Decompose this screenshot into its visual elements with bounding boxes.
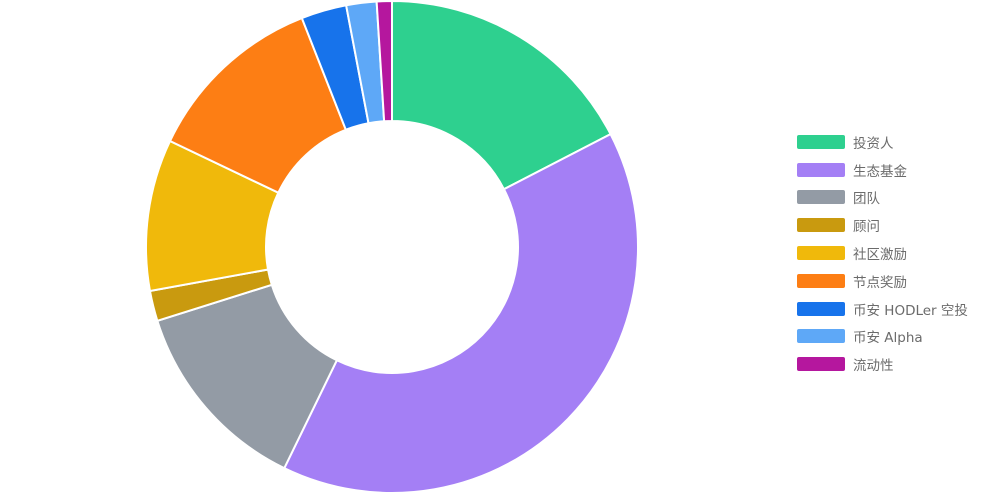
legend-label: 节点奖励	[853, 274, 907, 291]
legend-label: 币安 HODLer 空投	[853, 302, 968, 319]
legend-item-8[interactable]: 币安 Alpha	[797, 323, 987, 351]
legend-swatch	[797, 357, 845, 372]
slice-3[interactable]	[156, 283, 339, 470]
legend: 投资人生态基金团队顾问社区激励节点奖励币安 HODLer 空投 币安 Alpha 流…	[797, 128, 987, 378]
donut-slices	[145, 0, 639, 494]
legend-label: 顾问	[853, 219, 880, 236]
legend-swatch	[797, 301, 845, 316]
legend-item-7[interactable]: 币安 HODLer 空投	[797, 295, 987, 323]
legend-swatch	[797, 190, 845, 205]
legend-label: 生态基金	[853, 163, 907, 180]
legend-item-5[interactable]: 社区激励	[797, 239, 987, 267]
legend-swatch	[797, 246, 845, 261]
legend-swatch	[797, 218, 845, 233]
legend-label: 社区激励	[853, 247, 907, 264]
slice-1[interactable]	[391, 0, 612, 191]
legend-item-2[interactable]: 生态基金	[797, 156, 987, 184]
legend-item-9[interactable]: 流动性	[797, 350, 987, 378]
legend-item-1[interactable]: 投资人	[797, 128, 987, 156]
legend-swatch	[797, 162, 845, 177]
legend-label: 投资人	[853, 135, 894, 152]
slice-2[interactable]	[282, 132, 639, 494]
legend-label: 币安 Alpha	[853, 330, 923, 347]
legend-swatch	[797, 134, 845, 149]
legend-label: 流动性	[853, 358, 894, 375]
slice-9[interactable]	[375, 0, 393, 123]
legend-item-3[interactable]: 团队	[797, 184, 987, 212]
legend-swatch	[797, 273, 845, 288]
legend-item-4[interactable]: 顾问	[797, 211, 987, 239]
legend-swatch	[797, 329, 845, 344]
legend-item-6[interactable]: 节点奖励	[797, 267, 987, 295]
legend-label: 团队	[853, 191, 880, 208]
